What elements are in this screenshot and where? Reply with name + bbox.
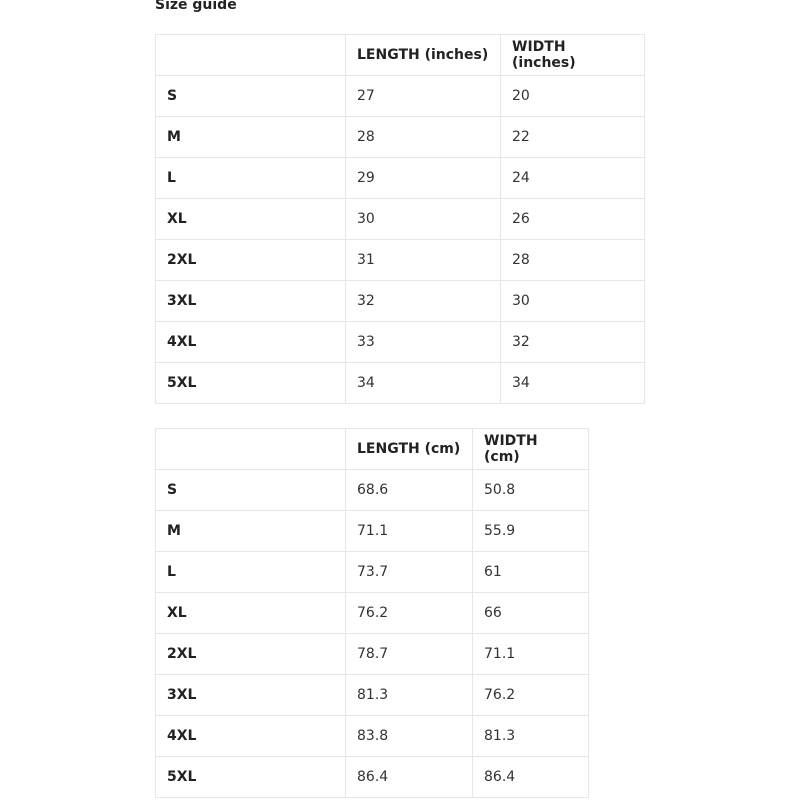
table-row: S 68.6 50.8 <box>155 469 589 511</box>
table-row: 4XL 33 32 <box>155 321 645 363</box>
size-cell: L <box>155 551 346 593</box>
page-title: Size guide <box>155 0 237 13</box>
header-size <box>155 428 346 470</box>
size-cell: XL <box>155 198 346 240</box>
width-cell: 22 <box>500 116 645 158</box>
length-cell: 34 <box>345 362 501 404</box>
size-cell: 2XL <box>155 633 346 675</box>
table-row: S 27 20 <box>155 75 645 117</box>
table-row: L 29 24 <box>155 157 645 199</box>
size-cell: S <box>155 75 346 117</box>
size-cell: M <box>155 116 346 158</box>
width-cell: 71.1 <box>472 633 589 675</box>
table-row: M 28 22 <box>155 116 645 158</box>
size-cell: 5XL <box>155 756 346 798</box>
table-row: 3XL 81.3 76.2 <box>155 674 589 716</box>
length-cell: 27 <box>345 75 501 117</box>
table-header-row: LENGTH (inches) WIDTH (inches) <box>155 34 645 76</box>
length-cell: 32 <box>345 280 501 322</box>
table-row: 4XL 83.8 81.3 <box>155 715 589 757</box>
header-length: LENGTH (inches) <box>345 34 501 76</box>
length-cell: 83.8 <box>345 715 473 757</box>
table-header-row: LENGTH (cm) WIDTH (cm) <box>155 428 589 470</box>
size-cell: M <box>155 510 346 552</box>
size-table-inches: LENGTH (inches) WIDTH (inches) S 27 20 M 28 22… <box>155 34 645 404</box>
width-cell: 50.8 <box>472 469 589 511</box>
size-cell: 3XL <box>155 280 346 322</box>
table-row: XL 30 26 <box>155 198 645 240</box>
table-row: 2XL 31 28 <box>155 239 645 281</box>
length-cell: 71.1 <box>345 510 473 552</box>
length-cell: 73.7 <box>345 551 473 593</box>
length-cell: 28 <box>345 116 501 158</box>
width-cell: 81.3 <box>472 715 589 757</box>
width-cell: 55.9 <box>472 510 589 552</box>
size-cell: S <box>155 469 346 511</box>
header-size <box>155 34 346 76</box>
width-cell: 32 <box>500 321 645 363</box>
length-cell: 30 <box>345 198 501 240</box>
width-cell: 20 <box>500 75 645 117</box>
size-cell: 3XL <box>155 674 346 716</box>
width-cell: 30 <box>500 280 645 322</box>
length-cell: 76.2 <box>345 592 473 634</box>
table-row: XL 76.2 66 <box>155 592 589 634</box>
length-cell: 29 <box>345 157 501 199</box>
table-row: L 73.7 61 <box>155 551 589 593</box>
length-cell: 78.7 <box>345 633 473 675</box>
length-cell: 33 <box>345 321 501 363</box>
width-cell: 76.2 <box>472 674 589 716</box>
table-row: 5XL 86.4 86.4 <box>155 756 589 798</box>
size-cell: XL <box>155 592 346 634</box>
length-cell: 86.4 <box>345 756 473 798</box>
length-cell: 81.3 <box>345 674 473 716</box>
width-cell: 66 <box>472 592 589 634</box>
width-cell: 28 <box>500 239 645 281</box>
length-cell: 31 <box>345 239 501 281</box>
width-cell: 26 <box>500 198 645 240</box>
size-cell: L <box>155 157 346 199</box>
table-row: 5XL 34 34 <box>155 362 645 404</box>
size-cell: 2XL <box>155 239 346 281</box>
width-cell: 86.4 <box>472 756 589 798</box>
table-row: M 71.1 55.9 <box>155 510 589 552</box>
width-cell: 24 <box>500 157 645 199</box>
width-cell: 34 <box>500 362 645 404</box>
table-row: 2XL 78.7 71.1 <box>155 633 589 675</box>
size-cell: 4XL <box>155 715 346 757</box>
length-cell: 68.6 <box>345 469 473 511</box>
size-table-cm: LENGTH (cm) WIDTH (cm) S 68.6 50.8 M 71.1 55.9… <box>155 428 589 798</box>
size-cell: 4XL <box>155 321 346 363</box>
width-cell: 61 <box>472 551 589 593</box>
header-length: LENGTH (cm) <box>345 428 473 470</box>
size-cell: 5XL <box>155 362 346 404</box>
header-width: WIDTH (cm) <box>472 428 589 470</box>
table-row: 3XL 32 30 <box>155 280 645 322</box>
header-width: WIDTH (inches) <box>500 34 645 76</box>
